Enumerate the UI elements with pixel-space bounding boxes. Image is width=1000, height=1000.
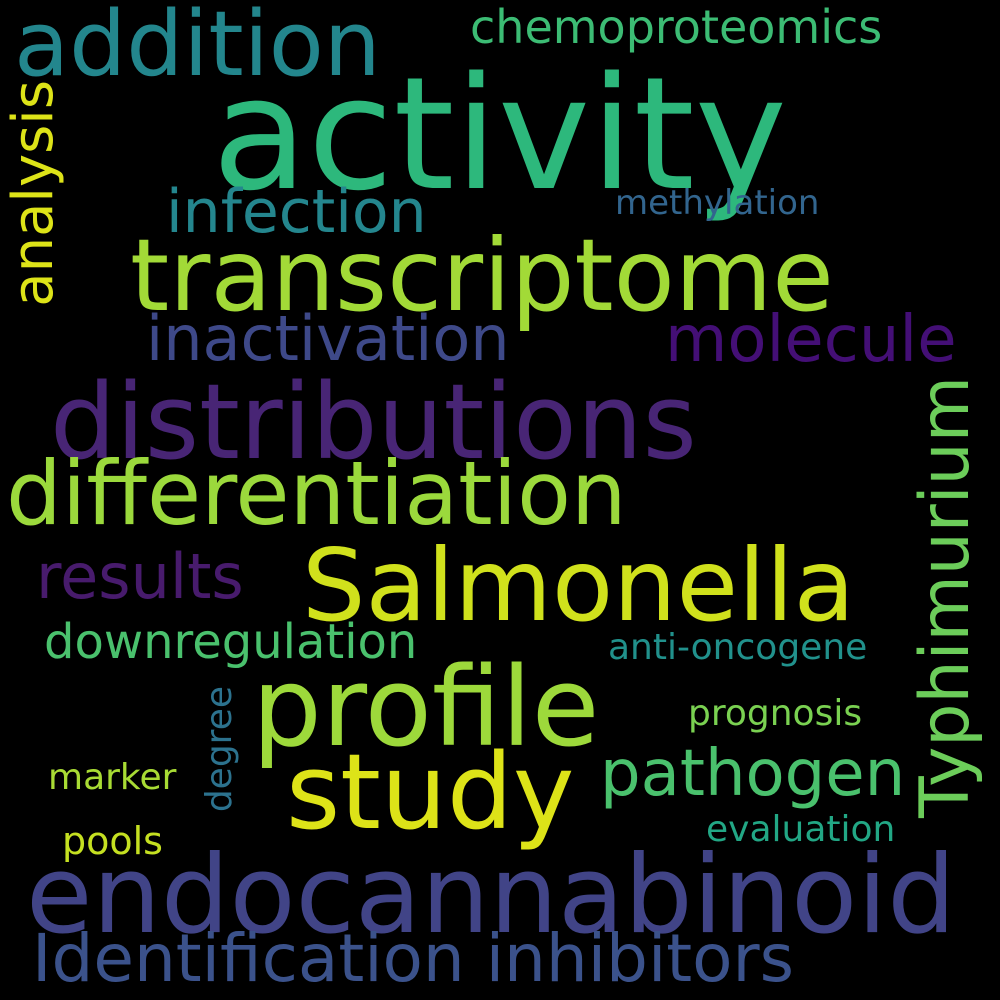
word-pathogen: pathogen [600, 737, 906, 811]
word-degree: degree [199, 686, 240, 813]
word-activity: activity [212, 43, 788, 225]
word-addition: addition [14, 0, 381, 97]
word-marker: marker [48, 757, 177, 798]
word-chemoproteomics: chemoproteomics [470, 0, 883, 54]
word-results: results [36, 540, 244, 613]
word-identification-inhibitors: Identification inhibitors [32, 920, 795, 997]
word-study: study [286, 731, 575, 853]
word-inactivation: inactivation [146, 302, 510, 375]
word-evaluation: evaluation [706, 809, 896, 850]
word-prognosis: prognosis [688, 693, 863, 734]
word-analysis: analysis [1, 80, 66, 307]
word-downregulation: downregulation [44, 614, 418, 670]
word-salmonella: Salmonella [302, 527, 855, 644]
word-anti-oncogene: anti-oncogene [608, 627, 868, 668]
word-typhimurium: Typhimurium [906, 376, 985, 818]
word-transcriptome: transcriptome [130, 217, 834, 334]
word-infection: infection [166, 177, 427, 247]
word-pools: pools [62, 819, 163, 863]
word-differentiation: differentiation [6, 442, 627, 545]
word-methylation: methylation [615, 183, 820, 223]
word-endocannabinoid: endocannabinoid [26, 833, 956, 958]
word-profile: profile [252, 643, 600, 771]
word-distributions: distributions [50, 361, 697, 483]
word-molecule: molecule [665, 303, 957, 377]
